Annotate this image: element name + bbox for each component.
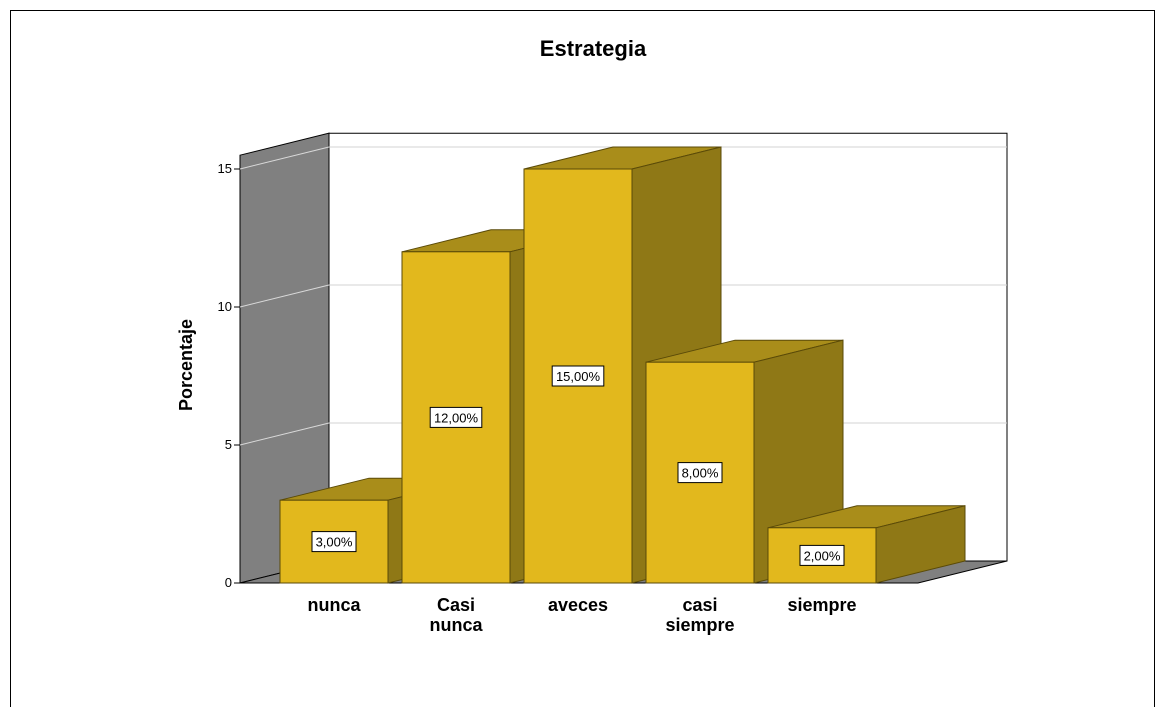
data-label: 8,00% — [682, 466, 719, 481]
gridline-side — [239, 284, 330, 308]
chart-title: Estrategia — [540, 36, 647, 61]
x-tick-label: siempre — [787, 595, 856, 615]
gridline-side — [239, 146, 330, 170]
y-tick-label: 5 — [225, 437, 232, 452]
data-label: 3,00% — [316, 535, 353, 550]
y-tick-label: 10 — [218, 299, 232, 314]
x-tick-label: Casi nunca — [429, 595, 483, 635]
data-label: 12,00% — [434, 410, 479, 425]
data-label: 2,00% — [804, 548, 841, 563]
data-label-box — [799, 544, 845, 566]
data-label-box — [311, 531, 357, 553]
bar-5: 2,00% — [767, 505, 966, 584]
x-tick-label: nunca — [307, 595, 361, 615]
data-label-box — [551, 365, 605, 387]
y-tick-label: 0 — [225, 575, 232, 590]
data-label-box — [429, 406, 483, 428]
gridline-side — [239, 422, 330, 446]
chart-frame — [10, 10, 1155, 707]
data-label: 15,00% — [556, 369, 601, 384]
x-axis-labels: nunca Casi nunca aveces casi siempre siempre — [307, 595, 856, 635]
y-axis-ticks: 0 5 10 15 — [218, 161, 240, 590]
y-tick-label: 15 — [218, 161, 232, 176]
data-label-box — [677, 462, 723, 484]
bars: 3,00% 12,00% 15,00% 8,00% 2,00% — [279, 146, 966, 584]
x-tick-label: casi siempre — [665, 595, 734, 635]
y-axis-label: Porcentaje — [176, 319, 196, 411]
x-tick-label: aveces — [548, 595, 608, 615]
